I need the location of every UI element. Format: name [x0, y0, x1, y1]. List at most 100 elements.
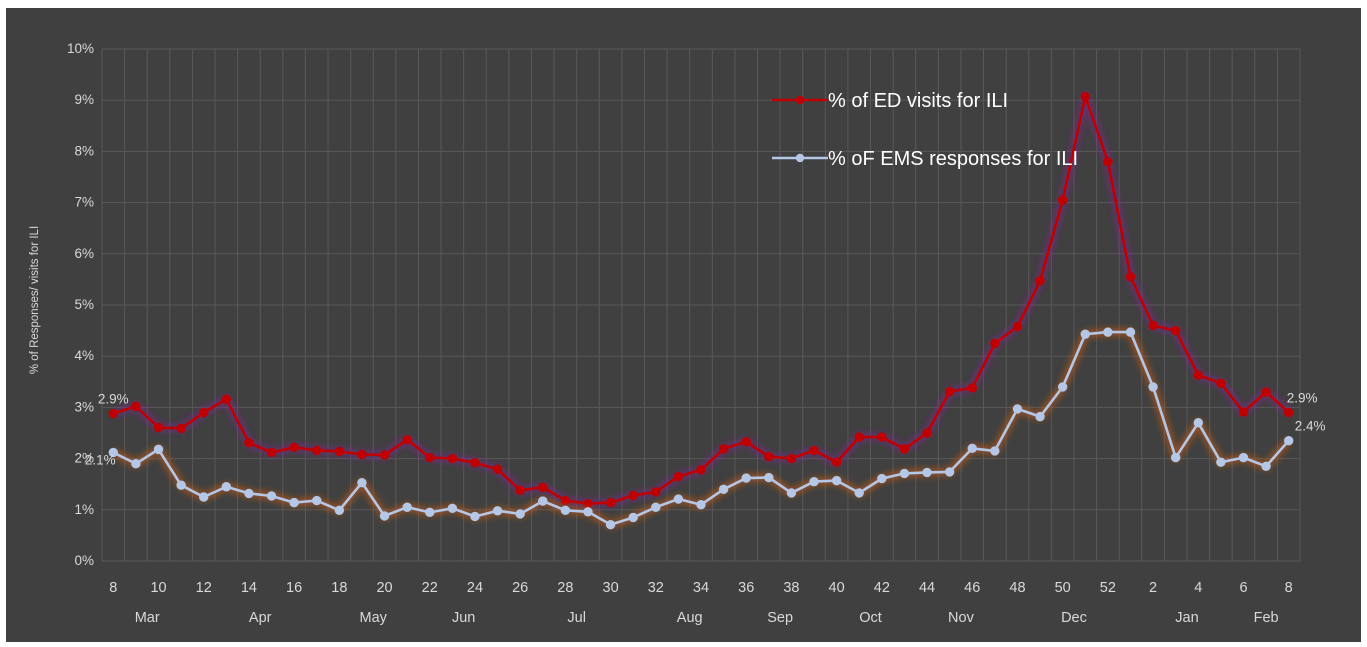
data-point: [357, 449, 367, 460]
data-point: [131, 459, 141, 469]
data-point: [944, 386, 955, 397]
data-point: [266, 447, 277, 458]
data-point: [877, 473, 887, 484]
data-point: [764, 472, 774, 483]
month-label: May: [360, 610, 388, 626]
data-point: [1125, 327, 1136, 337]
data-point: [560, 495, 571, 506]
data-point: [1170, 325, 1181, 336]
x-tick-label: 2: [1149, 580, 1157, 596]
x-tick-label: 40: [829, 580, 845, 596]
legend-entry: % of ED visits for ILI: [772, 90, 1008, 112]
data-point: [266, 491, 277, 501]
data-point: [809, 445, 819, 456]
data-label: 2.9%: [98, 392, 129, 407]
data-point: [1193, 370, 1203, 380]
x-tick-label: 48: [1009, 580, 1025, 596]
data-point: [199, 407, 209, 418]
data-point: [108, 447, 119, 458]
y-tick-label: 7%: [74, 195, 94, 210]
data-point: [538, 482, 548, 492]
data-point: [492, 464, 503, 475]
data-point: [334, 446, 345, 457]
data-point: [312, 445, 322, 456]
data-point: [402, 502, 412, 512]
x-tick-label: 32: [648, 580, 664, 596]
x-tick-label: 4: [1194, 580, 1202, 596]
data-point: [1125, 272, 1136, 282]
x-tick-label: 16: [286, 580, 302, 596]
data-point: [176, 480, 186, 490]
data-point: [379, 511, 390, 521]
data-point: [492, 506, 503, 516]
data-label: 2.1%: [85, 452, 116, 467]
series-glow: [111, 327, 1293, 530]
data-point: [1170, 452, 1181, 463]
data-point: [967, 383, 977, 393]
data-point: [470, 511, 480, 522]
data-point: [1148, 382, 1158, 392]
data-labels: 2.9% 2.1% 2.9% 2.4%: [85, 391, 1326, 468]
data-point: [583, 498, 593, 509]
x-tick-label: 34: [693, 580, 709, 596]
month-label: Oct: [859, 610, 882, 626]
data-point: [944, 467, 955, 477]
x-tick-label: 22: [422, 580, 438, 596]
x-tick-label: 28: [557, 580, 573, 596]
x-tick-label: 14: [241, 580, 257, 596]
y-axis: 0% 1% 2% 3% 4% 5% 6% 7% 8% 9% 10%: [67, 41, 94, 568]
data-point: [1261, 387, 1271, 397]
x-tick-label: 8: [1285, 580, 1293, 596]
data-point: [696, 465, 706, 475]
data-point: [379, 450, 390, 460]
data-point: [1148, 320, 1158, 331]
data-point: [1103, 156, 1113, 167]
data-point: [244, 438, 254, 448]
x-tick-label: 44: [919, 580, 935, 596]
month-label: Nov: [948, 610, 975, 626]
x-tick-label: 26: [512, 580, 528, 596]
y-axis-label: % of Responses/ visits for ILI: [29, 226, 41, 374]
legend: % of ED visits for ILI % oF EMS responses…: [772, 90, 1078, 170]
data-point: [289, 497, 299, 508]
month-label: Sep: [767, 610, 793, 626]
data-point: [334, 505, 345, 516]
data-point: [651, 487, 661, 497]
series-0: [108, 91, 1294, 509]
data-point: [199, 492, 209, 502]
data-point: [786, 488, 797, 498]
x-tick-label: 20: [376, 580, 392, 596]
y-tick-label: 0%: [74, 553, 94, 568]
data-point: [718, 484, 729, 495]
data-point: [718, 444, 729, 454]
series-line: [112, 95, 1290, 506]
data-point: [447, 453, 458, 464]
data-point: [357, 477, 367, 488]
legend-entry: % oF EMS responses for ILI: [772, 148, 1078, 170]
series: [108, 91, 1294, 530]
data-point: [967, 443, 977, 454]
data-point: [244, 488, 254, 499]
data-point: [990, 338, 1000, 349]
month-label: Aug: [677, 610, 703, 626]
x-tick-label: 36: [738, 580, 754, 596]
data-point: [153, 422, 164, 433]
data-point: [312, 495, 322, 506]
x-tick-label: 52: [1100, 580, 1116, 596]
x-tick-label: 10: [150, 580, 166, 596]
chart-frame: 0% 1% 2% 3% 4% 5% 6% 7% 8% 9% 10% 8 10 12 14 16 18 20 22 2…: [6, 8, 1361, 647]
y-tick-label: 8%: [74, 143, 94, 158]
x-tick-label: 24: [467, 580, 483, 596]
year-label: 2024: [1216, 640, 1248, 642]
x-tick-label: 38: [783, 580, 799, 596]
grid: [101, 48, 1301, 562]
x-tick-label: 46: [964, 580, 980, 596]
data-point: [741, 437, 751, 447]
x-tick-label: 50: [1055, 580, 1071, 596]
data-point: [922, 467, 932, 478]
series-line: [112, 330, 1290, 526]
ili-line-chart: 0%1%2%3%4%5%6%7%8%9%10% 8 10 12 14 16 18 20 22 2…: [29, 41, 1326, 647]
data-point: [605, 519, 616, 530]
data-point: [131, 401, 141, 412]
data-point: [628, 490, 638, 501]
